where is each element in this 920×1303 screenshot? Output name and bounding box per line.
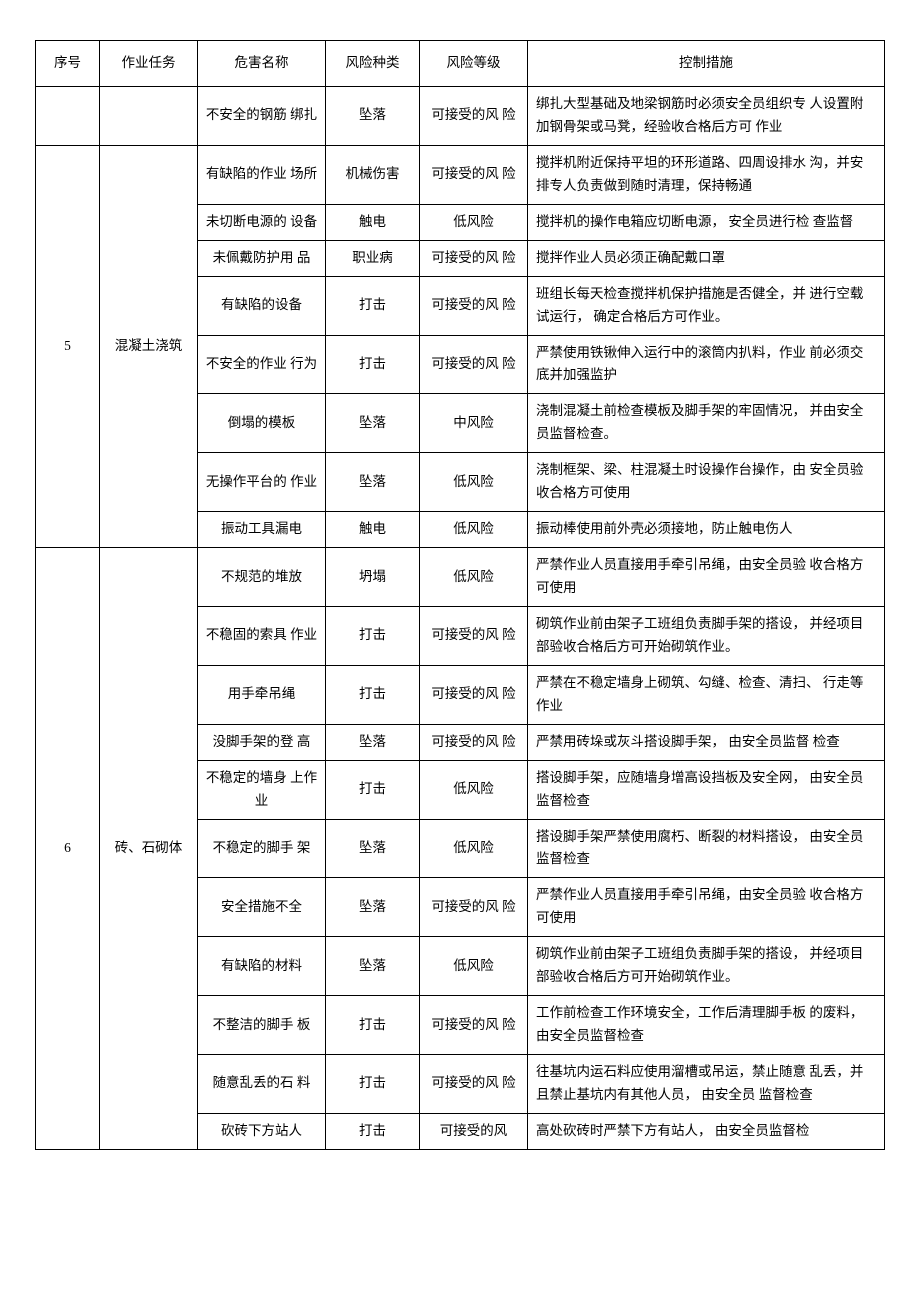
cell-task: 砖、石砌体	[100, 548, 198, 1150]
cell-ctrl: 严禁作业人员直接用手牵引吊绳，由安全员验 收合格方可使用	[528, 878, 885, 937]
col-type: 风险种类	[326, 41, 420, 87]
cell-ctrl: 往基坑内运石料应使用溜槽或吊运，禁止随意 乱丢，并且禁止基坑内有其他人员， 由安…	[528, 1055, 885, 1114]
cell-ctrl: 高处砍砖时严禁下方有站人， 由安全员监督检	[528, 1113, 885, 1149]
cell-type: 打击	[326, 996, 420, 1055]
cell-lvl: 低风险	[420, 548, 528, 607]
cell-haz: 未切断电源的 设备	[198, 204, 326, 240]
cell-seq	[36, 87, 100, 146]
cell-type: 打击	[326, 665, 420, 724]
cell-ctrl: 砌筑作业前由架子工班组负责脚手架的搭设， 并经项目部验收合格后方可开始砌筑作业。	[528, 606, 885, 665]
cell-haz: 用手牵吊绳	[198, 665, 326, 724]
cell-lvl: 中风险	[420, 394, 528, 453]
cell-haz: 有缺陷的作业 场所	[198, 145, 326, 204]
cell-type: 坠落	[326, 937, 420, 996]
cell-type: 坠落	[326, 819, 420, 878]
cell-type: 打击	[326, 760, 420, 819]
cell-haz: 倒塌的模板	[198, 394, 326, 453]
cell-lvl: 可接受的风 险	[420, 276, 528, 335]
risk-table: 序号 作业任务 危害名称 风险种类 风险等级 控制措施 不安全的钢筋 绑扎坠落可…	[35, 40, 885, 1150]
col-haz: 危害名称	[198, 41, 326, 87]
cell-ctrl: 振动棒使用前外壳必须接地，防止触电伤人	[528, 512, 885, 548]
table-body: 不安全的钢筋 绑扎坠落可接受的风 险绑扎大型基础及地梁钢筋时必须安全员组织专 人…	[36, 87, 885, 1150]
cell-lvl: 可接受的风 险	[420, 335, 528, 394]
cell-haz: 无操作平台的 作业	[198, 453, 326, 512]
cell-type: 坠落	[326, 394, 420, 453]
cell-lvl: 低风险	[420, 453, 528, 512]
cell-task: 混凝土浇筑	[100, 145, 198, 547]
header-row: 序号 作业任务 危害名称 风险种类 风险等级 控制措施	[36, 41, 885, 87]
cell-ctrl: 严禁用砖垛或灰斗搭设脚手架， 由安全员监督 检查	[528, 724, 885, 760]
col-seq: 序号	[36, 41, 100, 87]
cell-ctrl: 工作前检查工作环境安全，工作后清理脚手板 的废料，由安全员监督检查	[528, 996, 885, 1055]
cell-type: 打击	[326, 276, 420, 335]
cell-haz: 有缺陷的材料	[198, 937, 326, 996]
cell-lvl: 可接受的风 险	[420, 240, 528, 276]
cell-lvl: 可接受的风 险	[420, 665, 528, 724]
cell-lvl: 可接受的风 险	[420, 724, 528, 760]
cell-lvl: 低风险	[420, 937, 528, 996]
cell-type: 触电	[326, 204, 420, 240]
cell-type: 坍塌	[326, 548, 420, 607]
cell-ctrl: 搅拌机的操作电箱应切断电源， 安全员进行检 查监督	[528, 204, 885, 240]
cell-lvl: 可接受的风 险	[420, 878, 528, 937]
cell-haz: 振动工具漏电	[198, 512, 326, 548]
table-row: 6砖、石砌体不规范的堆放坍塌低风险严禁作业人员直接用手牵引吊绳，由安全员验 收合…	[36, 548, 885, 607]
cell-type: 职业病	[326, 240, 420, 276]
cell-ctrl: 绑扎大型基础及地梁钢筋时必须安全员组织专 人设置附加钢骨架或马凳，经验收合格后方…	[528, 87, 885, 146]
cell-lvl: 低风险	[420, 819, 528, 878]
cell-lvl: 可接受的风	[420, 1113, 528, 1149]
cell-lvl: 可接受的风 险	[420, 606, 528, 665]
cell-haz: 不稳定的墙身 上作业	[198, 760, 326, 819]
cell-lvl: 低风险	[420, 512, 528, 548]
col-ctrl: 控制措施	[528, 41, 885, 87]
cell-haz: 有缺陷的设备	[198, 276, 326, 335]
table-row: 不安全的钢筋 绑扎坠落可接受的风 险绑扎大型基础及地梁钢筋时必须安全员组织专 人…	[36, 87, 885, 146]
cell-haz: 未佩戴防护用 品	[198, 240, 326, 276]
cell-haz: 不稳定的脚手 架	[198, 819, 326, 878]
cell-lvl: 可接受的风 险	[420, 87, 528, 146]
cell-haz: 不整洁的脚手 板	[198, 996, 326, 1055]
cell-type: 坠落	[326, 878, 420, 937]
cell-type: 坠落	[326, 87, 420, 146]
cell-ctrl: 浇制框架、梁、柱混凝土时设操作台操作，由 安全员验收合格方可使用	[528, 453, 885, 512]
cell-haz: 随意乱丢的石 料	[198, 1055, 326, 1114]
cell-ctrl: 严禁作业人员直接用手牵引吊绳，由安全员验 收合格方可使用	[528, 548, 885, 607]
cell-lvl: 低风险	[420, 760, 528, 819]
cell-lvl: 可接受的风 险	[420, 145, 528, 204]
cell-type: 坠落	[326, 724, 420, 760]
cell-ctrl: 搅拌机附近保持平坦的环形道路、四周设排水 沟，并安排专人负责做到随时清理，保持畅…	[528, 145, 885, 204]
cell-ctrl: 搭设脚手架，应随墙身增高设挡板及安全网， 由安全员监督检查	[528, 760, 885, 819]
cell-ctrl: 浇制混凝土前检查模板及脚手架的牢固情况， 并由安全员监督检查。	[528, 394, 885, 453]
cell-ctrl: 砌筑作业前由架子工班组负责脚手架的搭设， 并经项目部验收合格后方可开始砌筑作业。	[528, 937, 885, 996]
cell-haz: 没脚手架的登 高	[198, 724, 326, 760]
cell-haz: 安全措施不全	[198, 878, 326, 937]
cell-ctrl: 严禁在不稳定墙身上砌筑、勾缝、检查、清扫、 行走等作业	[528, 665, 885, 724]
cell-ctrl: 搅拌作业人员必须正确配戴口罩	[528, 240, 885, 276]
cell-seq: 6	[36, 548, 100, 1150]
cell-type: 机械伤害	[326, 145, 420, 204]
cell-haz: 砍砖下方站人	[198, 1113, 326, 1149]
cell-haz: 不安全的钢筋 绑扎	[198, 87, 326, 146]
cell-lvl: 可接受的风 险	[420, 1055, 528, 1114]
col-task: 作业任务	[100, 41, 198, 87]
cell-type: 打击	[326, 335, 420, 394]
cell-ctrl: 严禁使用铁锹伸入运行中的滚筒内扒料，作业 前必须交底并加强监护	[528, 335, 885, 394]
cell-type: 打击	[326, 1113, 420, 1149]
cell-type: 触电	[326, 512, 420, 548]
cell-ctrl: 班组长每天检查搅拌机保护措施是否健全，并 进行空载试运行， 确定合格后方可作业。	[528, 276, 885, 335]
cell-lvl: 低风险	[420, 204, 528, 240]
cell-lvl: 可接受的风 险	[420, 996, 528, 1055]
cell-type: 坠落	[326, 453, 420, 512]
cell-ctrl: 搭设脚手架严禁使用腐朽、断裂的材料搭设， 由安全员监督检查	[528, 819, 885, 878]
cell-haz: 不稳固的索具 作业	[198, 606, 326, 665]
cell-task	[100, 87, 198, 146]
cell-haz: 不安全的作业 行为	[198, 335, 326, 394]
col-lvl: 风险等级	[420, 41, 528, 87]
cell-type: 打击	[326, 1055, 420, 1114]
cell-type: 打击	[326, 606, 420, 665]
cell-haz: 不规范的堆放	[198, 548, 326, 607]
cell-seq: 5	[36, 145, 100, 547]
table-row: 5混凝土浇筑有缺陷的作业 场所机械伤害可接受的风 险搅拌机附近保持平坦的环形道路…	[36, 145, 885, 204]
